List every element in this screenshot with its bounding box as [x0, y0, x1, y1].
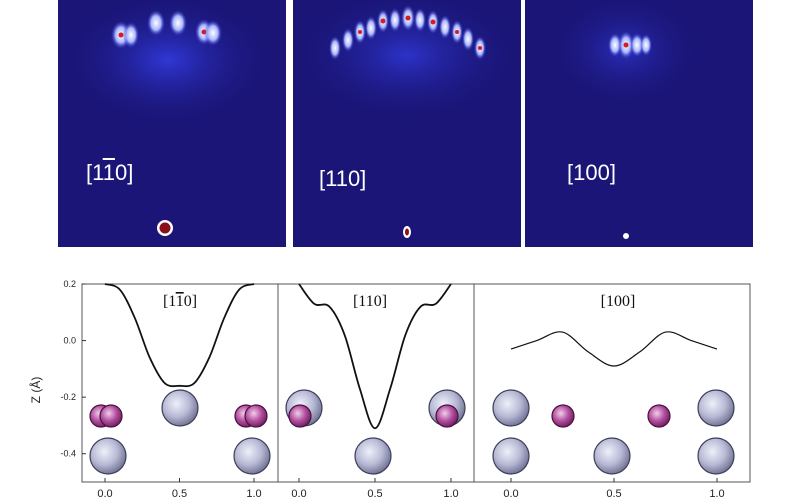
large-atom [593, 437, 631, 475]
x-tick-label: 0.0 [291, 488, 306, 500]
small-atom [244, 404, 268, 428]
small-atom [288, 404, 312, 428]
x-tick-label: 0.5 [606, 488, 621, 500]
small-atom [551, 404, 575, 428]
large-atom [233, 437, 271, 475]
diffraction-spots-1 [111, 10, 222, 49]
large-atom [697, 389, 735, 427]
x-tick-label: 0.5 [367, 488, 382, 500]
x-tick-label: 0.5 [172, 488, 187, 500]
height-profile-chart: 0.2 0.0 -0.2 -0.4 0.0 0.5 1.0 0.0 0.5 1.0 0.0 0.5 1.… [28, 279, 751, 500]
diffraction-spots-3 [608, 31, 652, 59]
panel-title: [110] [163, 293, 197, 310]
y-tick-label: 0.2 [63, 279, 76, 289]
diffraction-image-3 [525, 0, 753, 247]
large-atom [492, 437, 530, 475]
panel-frame [473, 283, 751, 483]
diffraction-label-2: [110] [319, 166, 367, 191]
diffraction-spots-2 [329, 5, 486, 60]
panel-title: [100] [601, 293, 636, 310]
profile-curve [104, 283, 255, 388]
x-tick-label: 1.0 [709, 488, 724, 500]
profile-curve [510, 331, 718, 367]
diffraction-label-3: [100] [567, 160, 616, 185]
y-tick-label: 0.0 [63, 336, 76, 346]
diffraction-image-1 [58, 0, 286, 247]
large-atom [89, 437, 127, 475]
panel-title: [110] [353, 293, 387, 310]
x-tick-label: 1.0 [443, 488, 458, 500]
small-atom [99, 404, 123, 428]
small-atom [647, 404, 671, 428]
y-tick-label: -0.4 [60, 449, 76, 459]
large-atom [354, 437, 392, 475]
diffraction-panel-3 [525, 0, 753, 247]
diffraction-panel-2 [293, 0, 521, 247]
x-tick-label: 1.0 [246, 488, 261, 500]
x-tick-label: 0.0 [97, 488, 112, 500]
diffraction-label-1: [110] [86, 160, 134, 185]
y-tick-label: -0.2 [60, 392, 76, 402]
large-atom [697, 437, 735, 475]
profile-curve [298, 283, 452, 430]
x-tick-label: 0.0 [503, 488, 518, 500]
large-atom [161, 389, 199, 427]
large-atom [492, 389, 530, 427]
diffraction-panel-1 [58, 0, 286, 247]
y-axis-label: Z (Å) [28, 377, 43, 404]
diffraction-image-2 [293, 0, 521, 247]
small-atom [435, 404, 459, 428]
